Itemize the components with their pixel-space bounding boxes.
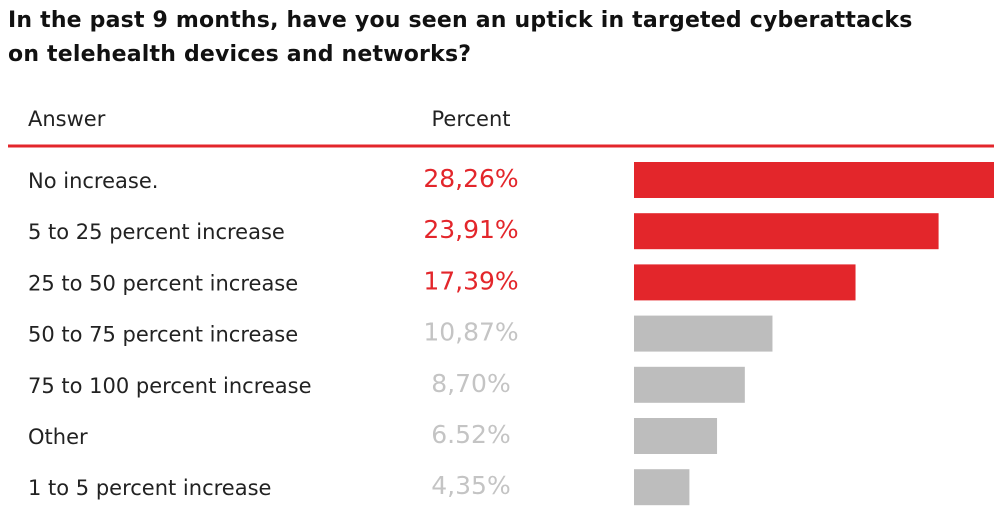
category-label: Other [28,425,88,449]
value-label: 8,70% [431,369,510,398]
value-label: 17,39% [423,266,518,295]
category-label: 5 to 25 percent increase [28,220,285,244]
category-label: 75 to 100 percent increase [28,374,312,398]
bar [634,315,773,352]
category-label: 50 to 75 percent increase [28,323,298,347]
bar [634,418,718,454]
bar [634,213,939,250]
category-label: No increase. [28,169,158,193]
value-label: 23,91% [423,215,518,244]
column-header: Percent [431,107,510,131]
value-label: 6.52% [431,420,510,449]
category-label: 1 to 5 percent increase [28,476,271,500]
value-label: 28,26% [423,164,518,193]
value-label: 4,35% [431,471,510,500]
chart-title: In the past 9 months, have you seen an u… [8,8,913,67]
bar [634,264,856,301]
bar [634,162,994,198]
column-header: Answer [28,107,106,131]
value-label: 10,87% [423,318,518,347]
bar [634,469,690,506]
bar [634,366,745,403]
category-label: 25 to 50 percent increase [28,271,298,295]
